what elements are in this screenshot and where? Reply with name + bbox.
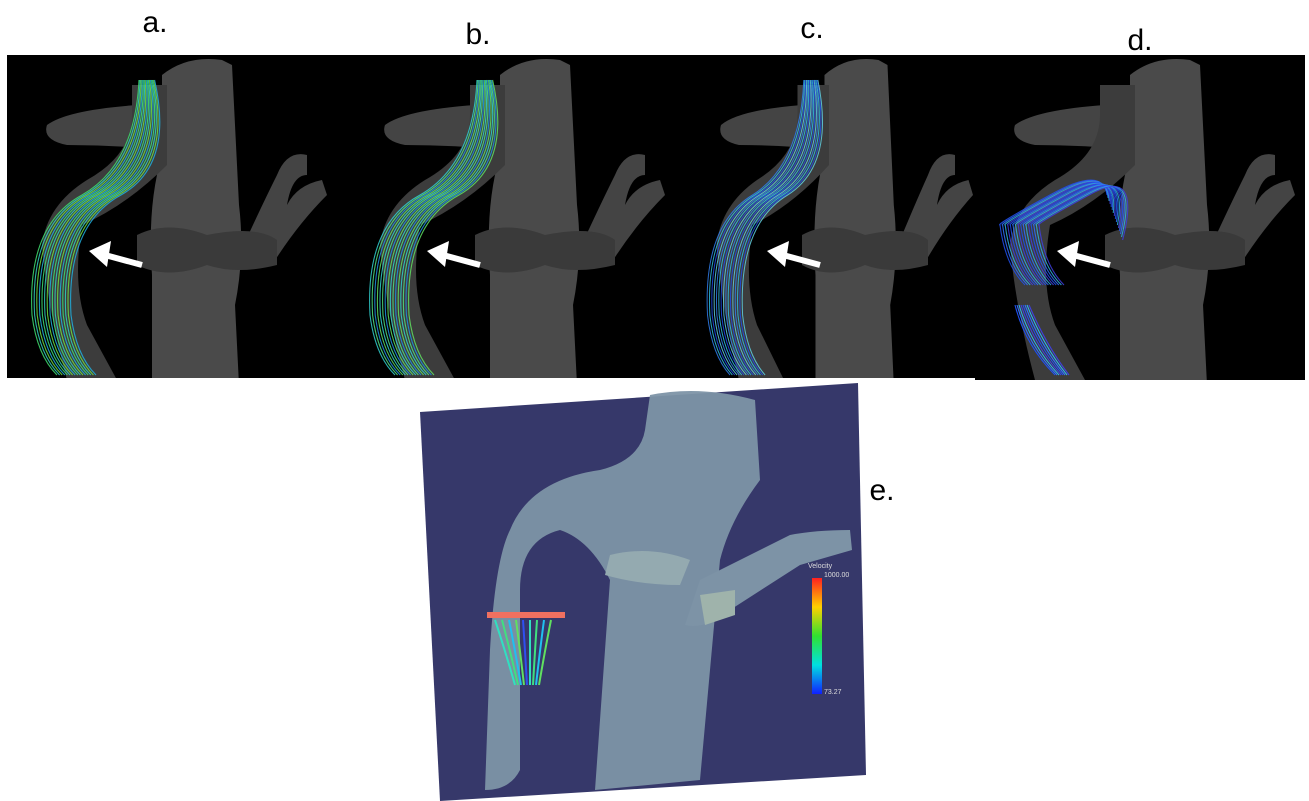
colorbar-min: 73.27 xyxy=(824,689,842,696)
panel-content xyxy=(975,55,1305,385)
panel-content xyxy=(685,55,975,385)
panel-label: d. xyxy=(1127,24,1152,57)
panel-e: Velocity 1000.00 73.27 xyxy=(420,383,866,801)
panel-label: c. xyxy=(800,12,823,45)
panel-content xyxy=(7,55,345,385)
colorbar-max: 1000.00 xyxy=(824,572,849,579)
panel xyxy=(345,55,685,385)
panel xyxy=(7,55,345,385)
panel-label: a. xyxy=(142,6,167,39)
panel-content xyxy=(345,55,685,385)
panel-label: b. xyxy=(465,18,490,51)
colorbar xyxy=(812,578,822,694)
colorbar-title: Velocity xyxy=(808,563,833,570)
figure: a. b. c. d. e. Velocity 1000.00 73.27 xyxy=(0,0,1309,801)
panel xyxy=(975,55,1305,385)
panel xyxy=(685,55,975,385)
panel-label: e. xyxy=(869,474,894,507)
